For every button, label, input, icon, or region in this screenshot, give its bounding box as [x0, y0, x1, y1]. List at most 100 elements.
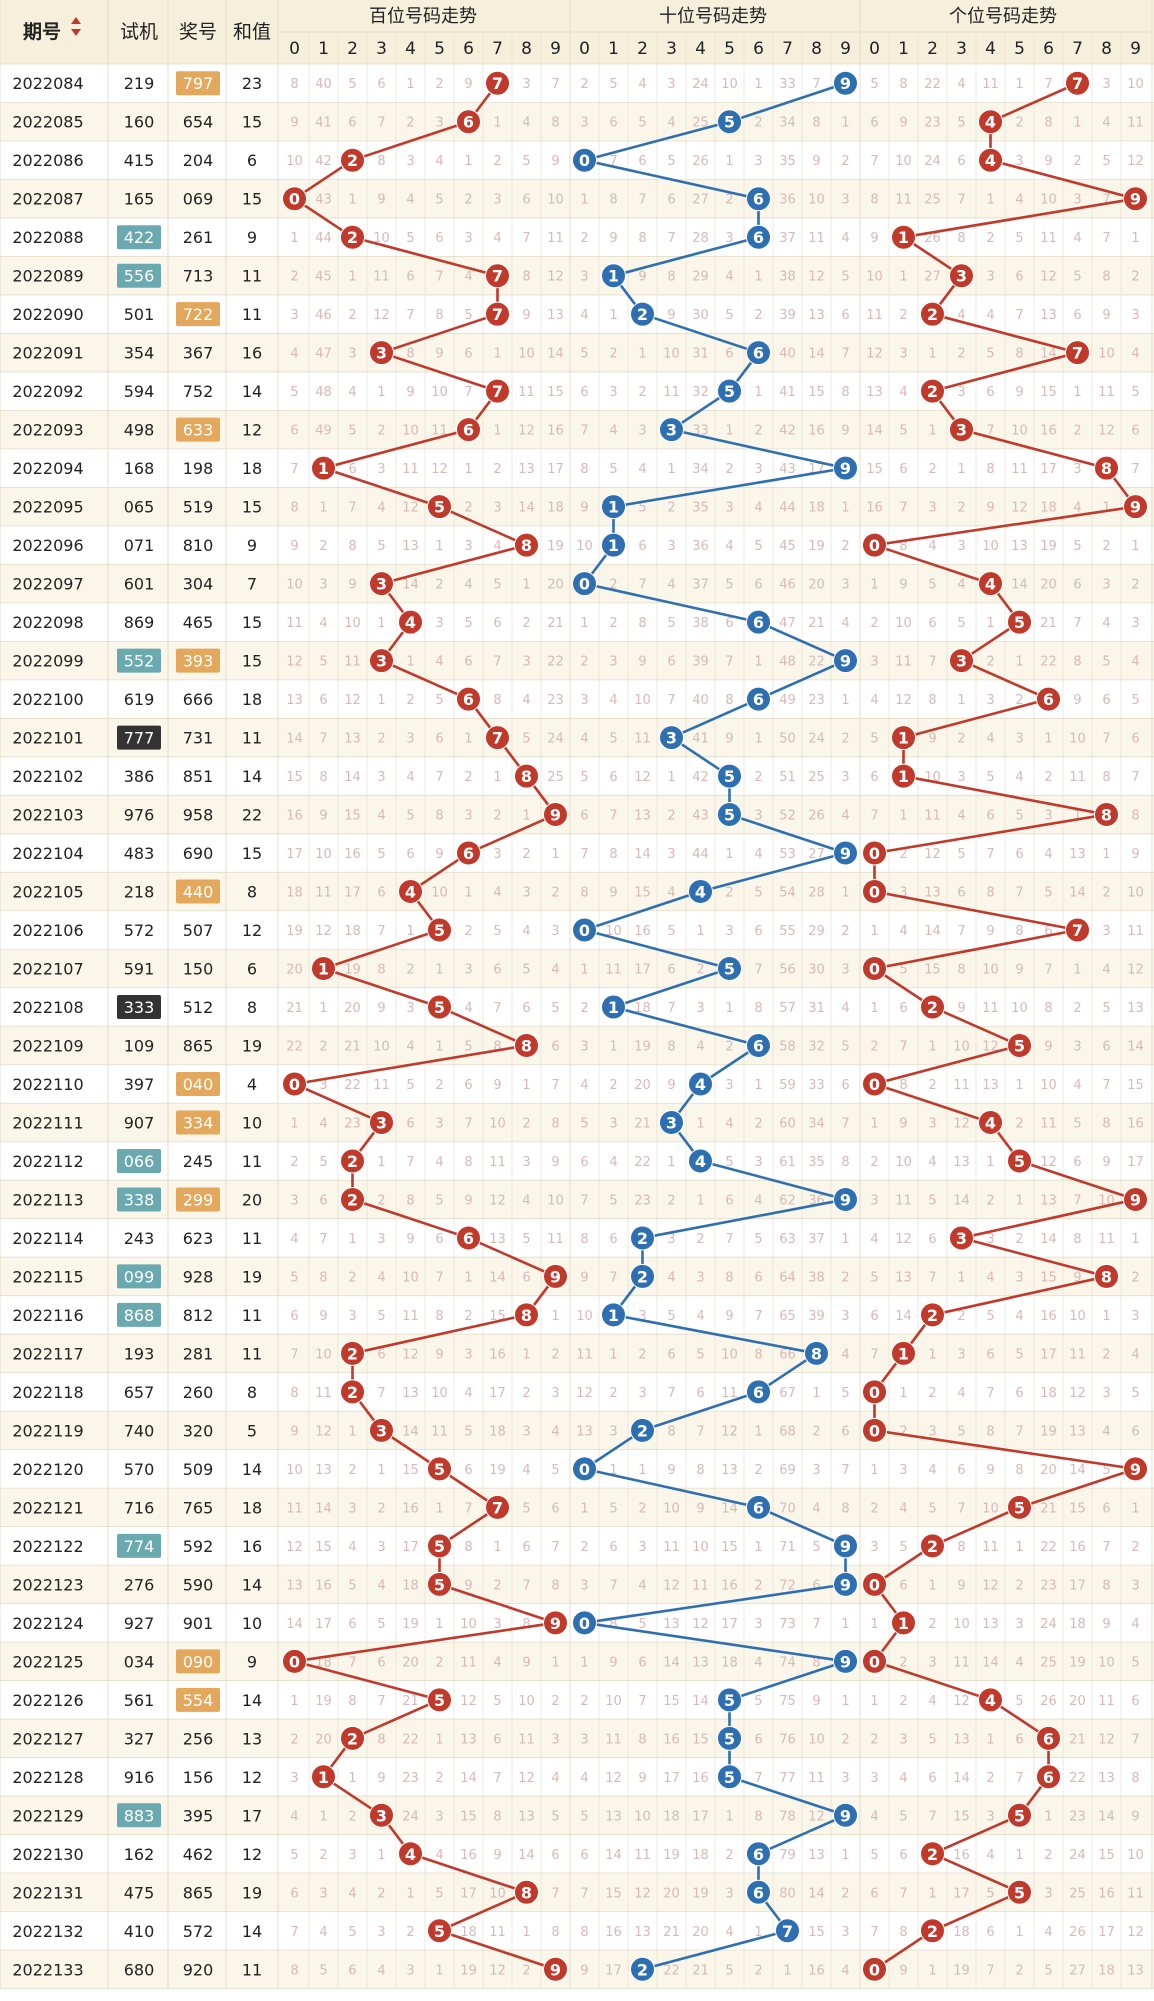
- hundreds-ball: 3: [369, 1417, 394, 1443]
- hundreds-miss-count: 3: [377, 1925, 385, 1940]
- table-row: 2022091 354 367 16 4 47 3 8 9 6 1 10 14 5 2 1 10 31 6 40 14 7…: [12, 344, 1139, 363]
- tens-miss-count: 7: [667, 1386, 675, 1401]
- units-miss-count: 7: [1015, 1771, 1023, 1786]
- units-miss-count: 17: [1069, 1578, 1086, 1593]
- units-miss-count: 10: [1127, 886, 1144, 901]
- hundreds-miss-count: 21: [344, 1039, 361, 1054]
- units-miss-count: 1: [870, 1001, 878, 1016]
- units-miss-count: 8: [957, 963, 965, 978]
- hundreds-miss-count: 16: [489, 1347, 506, 1362]
- units-ball-label: 0: [869, 883, 880, 902]
- trial-cell: 572: [124, 921, 155, 940]
- prize-highlight: [176, 1187, 220, 1212]
- hundreds-miss-count: 3: [435, 1809, 443, 1824]
- hundreds-miss-count: 42: [315, 154, 332, 169]
- units-miss-count: 5: [1073, 270, 1081, 285]
- units-ball-label: 5: [1014, 613, 1025, 632]
- tens-ball-label: 9: [840, 1806, 851, 1825]
- hundreds-miss-count: 1: [551, 847, 559, 862]
- hundreds-miss-count: 7: [377, 1694, 385, 1709]
- sum-cell: 6: [247, 960, 257, 979]
- tens-miss-count: 6: [667, 655, 675, 670]
- hundreds-miss-count: 3: [290, 308, 298, 323]
- units-miss-count: 2: [1044, 1848, 1052, 1863]
- hundreds-miss-count: 8: [290, 1963, 298, 1978]
- units-miss-count: 6: [928, 1232, 936, 1247]
- hundreds-miss-count: 15: [344, 809, 361, 824]
- units-miss-count: 1: [1102, 501, 1110, 516]
- tens-miss-count: 1: [754, 1540, 762, 1555]
- trial-highlight: [117, 1302, 161, 1327]
- units-miss-count: 12: [1127, 963, 1144, 978]
- hundreds-miss-count: 3: [493, 847, 501, 862]
- hundreds-ball: 1: [311, 1764, 336, 1790]
- tens-miss-count: 64: [779, 1270, 796, 1285]
- units-miss-count: 3: [957, 1347, 965, 1362]
- units-miss-count: 11: [1011, 462, 1028, 477]
- tens-miss-count: 1: [696, 1193, 704, 1208]
- hundreds-miss-count: 8: [522, 1617, 530, 1632]
- tens-miss-count: 10: [605, 1694, 622, 1709]
- units-digit-header: 9: [1130, 39, 1141, 59]
- units-miss-count: 13: [1040, 308, 1057, 323]
- sum-cell: 14: [242, 1575, 262, 1594]
- tens-miss-count: 71: [779, 1540, 796, 1555]
- units-miss-count: 5: [1015, 1694, 1023, 1709]
- issue-cell: 2022128: [12, 1768, 83, 1787]
- units-miss-count: 24: [1069, 1848, 1086, 1863]
- hundreds-digit-header: 0: [289, 39, 300, 59]
- hundreds-miss-count: 44: [315, 231, 332, 246]
- tens-miss-count: 3: [812, 1463, 820, 1478]
- hundreds-miss-count: 4: [435, 1848, 443, 1863]
- units-miss-count: 7: [1102, 193, 1110, 208]
- prize-cell: 901: [183, 1614, 214, 1633]
- table-row: 2022086 415 204 6 10 42 8 3 4 1 2 5 9 7 6 5 26 1 3 35 9 2 7 10 2…: [12, 151, 1143, 170]
- units-ball-label: 5: [1014, 1498, 1025, 1517]
- hundreds-miss-count: 12: [431, 462, 448, 477]
- trial-cell: 410: [124, 1922, 155, 1941]
- hundreds-miss-count: 3: [464, 963, 472, 978]
- units-miss-count: 4: [1073, 1078, 1081, 1093]
- table-row: 2022096 071 810 9 9 2 8 5 13 1 3 4 19 10 6 3 36 4 5 45 19 2 8 4…: [12, 536, 1139, 555]
- units-miss-count: 3: [928, 1424, 936, 1439]
- tens-miss-count: 4: [667, 578, 675, 593]
- hundreds-miss-count: 11: [344, 655, 361, 670]
- units-miss-count: 15: [1098, 1848, 1115, 1863]
- table-row: 2022101 777 731 11 14 7 13 2 3 6 1 5 24 4 5 11 41 9 1 50 24 2…: [12, 725, 1140, 750]
- issue-column-header[interactable]: 期号: [23, 21, 61, 43]
- tens-ball: 1: [601, 263, 626, 289]
- units-ball-label: 6: [1043, 1729, 1054, 1748]
- prize-cell: 507: [183, 921, 214, 940]
- units-miss-count: 4: [1131, 347, 1139, 362]
- sort-arrows-icon[interactable]: [71, 17, 81, 36]
- hundreds-miss-count: 2: [377, 1501, 385, 1516]
- hundreds-miss-count: 5: [377, 1309, 385, 1324]
- hundreds-ball: 4: [398, 1841, 423, 1867]
- hundreds-digit-header: 7: [492, 39, 503, 59]
- hundreds-miss-count: 1: [406, 1886, 414, 1901]
- hundreds-miss-count: 2: [464, 770, 472, 785]
- hundreds-miss-count: 14: [402, 1424, 419, 1439]
- tens-miss-count: 9: [812, 154, 820, 169]
- hundreds-miss-count: 45: [315, 270, 332, 285]
- hundreds-ball-label: 3: [376, 652, 387, 671]
- hundreds-miss-count: 11: [547, 1232, 564, 1247]
- sum-cell: 12: [242, 1845, 262, 1864]
- units-miss-count: 7: [986, 1386, 994, 1401]
- units-miss-count: 11: [982, 1540, 999, 1555]
- units-miss-count: 23: [1040, 1578, 1057, 1593]
- units-miss-count: 17: [1040, 462, 1057, 477]
- units-miss-count: 6: [1102, 693, 1110, 708]
- tens-ball: 9: [833, 648, 858, 674]
- tens-miss-count: 6: [580, 385, 588, 400]
- tens-ball-label: 0: [579, 575, 590, 594]
- units-miss-count: 21: [1040, 1501, 1057, 1516]
- hundreds-miss-count: 1: [348, 193, 356, 208]
- units-miss-count: 6: [1015, 270, 1023, 285]
- tens-miss-count: 31: [692, 347, 709, 362]
- prize-cell: 393: [183, 652, 214, 671]
- hundreds-ball-label: 7: [492, 729, 503, 748]
- tens-miss-count: 41: [692, 732, 709, 747]
- tens-miss-count: 9: [580, 1963, 588, 1978]
- units-miss-count: 10: [1011, 1001, 1028, 1016]
